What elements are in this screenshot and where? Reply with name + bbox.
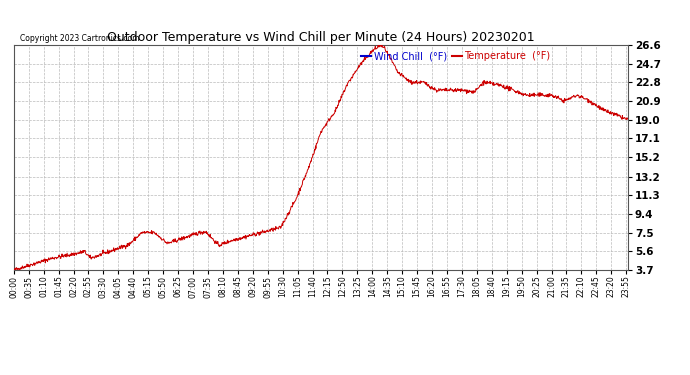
Text: Copyright 2023 Cartronics.com: Copyright 2023 Cartronics.com bbox=[20, 34, 139, 43]
Title: Outdoor Temperature vs Wind Chill per Minute (24 Hours) 20230201: Outdoor Temperature vs Wind Chill per Mi… bbox=[107, 31, 535, 44]
Legend: Wind Chill  (°F), Temperature  (°F): Wind Chill (°F), Temperature (°F) bbox=[357, 48, 555, 65]
